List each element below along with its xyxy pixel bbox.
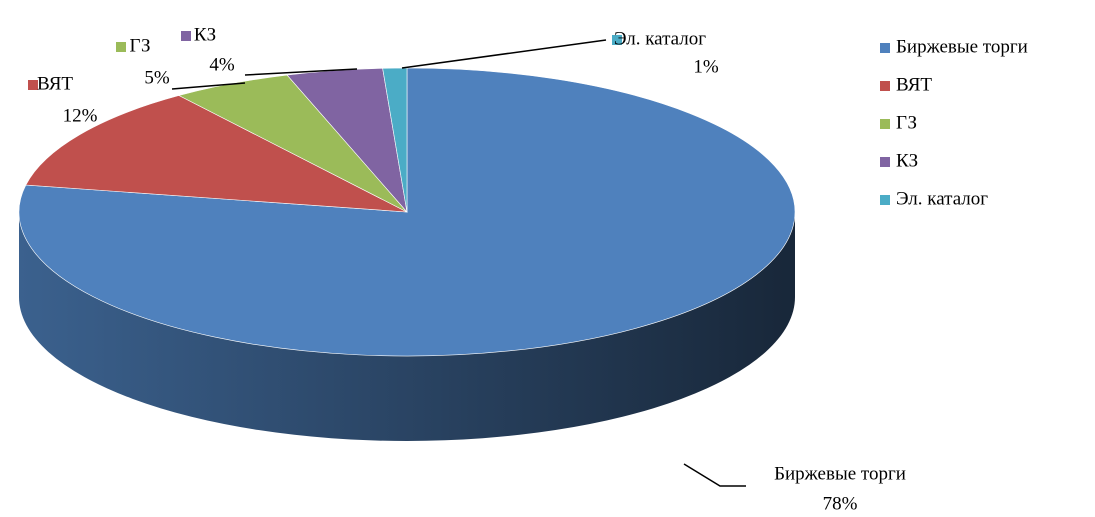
pie-slice [25,95,408,213]
label-marker [181,31,191,41]
legend-label: ГЗ [896,112,917,133]
data-label: 4% [209,54,235,75]
data-label-name: Биржевые торги [774,463,906,484]
leader-line [683,463,746,487]
label-marker [612,35,622,45]
legend-label: КЗ [896,150,918,171]
data-label: 5% [144,67,170,88]
data-label-name: Эл. каталог [614,28,706,49]
data-label-name: КЗ [194,24,216,45]
data-label-name: ВЯТ [37,73,73,94]
leader-line [171,82,246,90]
label-marker [116,42,126,52]
pie-side [19,212,795,441]
label-marker [28,80,38,90]
legend-marker [880,195,890,205]
data-label: 78% [823,493,858,514]
leader-line [244,68,358,76]
legend-label: Эл. каталог [896,188,988,209]
legend-marker [880,119,890,129]
data-label: 1% [693,56,719,77]
legend-label: ВЯТ [896,74,932,95]
legend-marker [880,157,890,167]
data-label-name: ГЗ [130,35,151,56]
legend-marker [880,43,890,53]
data-label: 12% [63,105,98,126]
legend-label: Биржевые торги [896,36,1028,57]
leader-line [401,39,607,69]
legend-marker [880,81,890,91]
